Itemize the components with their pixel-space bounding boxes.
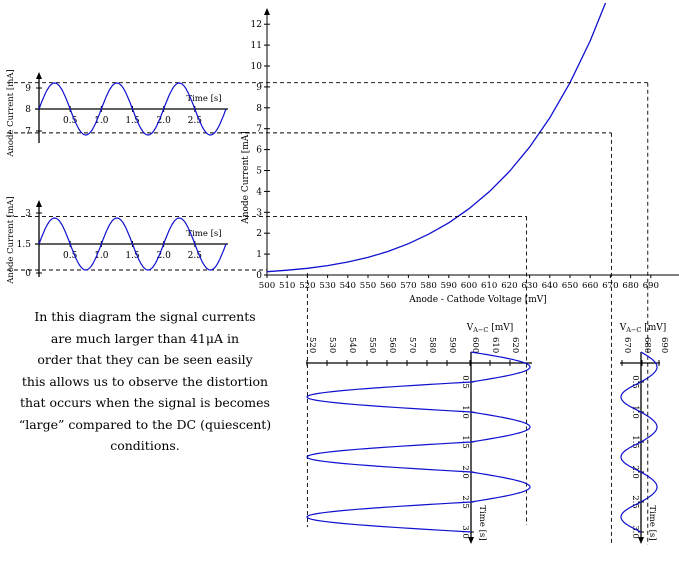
x-tick-label: 600 <box>461 281 477 291</box>
small-current-current-tick-label: 1.5 <box>17 240 32 250</box>
y-tick-label: 6 <box>256 146 262 156</box>
large-voltage-voltage-tick-label: 560 <box>387 337 397 353</box>
large-voltage-time-arrow <box>468 537 474 544</box>
small-voltage-voltage-label: VA−C [mV] <box>619 323 667 334</box>
transfer-curve-line <box>267 3 607 273</box>
x-tick-label: 590 <box>441 281 457 291</box>
large-voltage-voltage-tick-label: 520 <box>307 337 317 353</box>
large-current-time-tick-label: 2.0 <box>157 116 172 126</box>
small-voltage-time-label: Time [s] <box>647 505 657 540</box>
small-voltage-time-tick-label: 1.0 <box>630 405 640 419</box>
large-voltage-voltage-tick-label: 600 <box>470 337 480 353</box>
small-current-time-tick-label: 2.5 <box>188 251 203 261</box>
x-tick-label: 640 <box>542 281 558 291</box>
large-voltage-voltage-tick-label: 590 <box>447 337 457 353</box>
small-voltage-voltage-tick-label: 670 <box>622 337 632 353</box>
x-tick-label: 550 <box>360 281 376 291</box>
small-current-time-label: Time [s] <box>186 229 221 239</box>
large-voltage-voltage-tick-label: 570 <box>407 337 417 353</box>
y-axis-label: Anode Current [mA] <box>241 131 251 225</box>
small-current-waveform <box>38 217 227 271</box>
large-current-time-tick-label: 2.5 <box>188 116 203 126</box>
small-current-current-label: Anode Current [mA] <box>6 196 16 284</box>
small-current-time-tick-label: 0.5 <box>63 251 78 261</box>
small-current-current-tick-label: 0 <box>25 269 31 279</box>
large-voltage-voltage-tick-label: 540 <box>347 337 357 353</box>
small-current-time-tick-label: 1.0 <box>94 251 109 261</box>
small-current-time-tick-label: 1.5 <box>125 251 140 261</box>
large-current-time-label: Time [s] <box>186 94 221 104</box>
large-current-waveform <box>38 82 227 136</box>
caption-line: this allows us to observe the distortion <box>21 373 269 389</box>
x-tick-label: 500 <box>259 281 275 291</box>
large-current-current-tick-label: 9 <box>25 84 31 94</box>
caption-line: are much larger than 41μA in <box>50 330 240 346</box>
x-tick-label: 630 <box>521 281 537 291</box>
x-tick-label: 520 <box>299 281 315 291</box>
large-voltage-waveform <box>306 351 531 533</box>
x-tick-label: 610 <box>481 281 497 291</box>
large-current-current-label: Anode Current [mA] <box>6 69 16 157</box>
y-tick-label: 10 <box>251 62 263 72</box>
x-tick-label: 560 <box>380 281 396 291</box>
small-voltage-voltage-tick-label: 680 <box>642 337 652 353</box>
x-tick-label: 580 <box>420 281 436 291</box>
y-tick-label: 12 <box>251 20 262 30</box>
small-current-time-tick-label: 2.0 <box>157 251 172 261</box>
x-axis-label: Anode - Cathode Voltage [mV] <box>408 295 547 305</box>
small-voltage-time-tick-label: 0.5 <box>630 375 640 389</box>
x-tick-label: 650 <box>562 281 578 291</box>
small-current-current-arrow <box>36 200 42 207</box>
y-tick-label: 8 <box>256 104 262 114</box>
caption: In this diagram the signal currents are … <box>14 306 276 457</box>
x-tick-label: 670 <box>602 281 618 291</box>
small-voltage-time-tick-label: 2.0 <box>630 465 640 479</box>
small-voltage-time-arrow <box>638 537 644 544</box>
large-current-current-tick-label: 8 <box>25 105 31 115</box>
caption-line: In this diagram the signal currents <box>34 309 256 324</box>
large-voltage-voltage-tick-label: 620 <box>510 337 520 353</box>
y-axis-arrow <box>264 8 270 15</box>
x-tick-label: 570 <box>400 281 416 291</box>
large-current-time-tick-label: 0.5 <box>63 116 78 126</box>
y-tick-label: 7 <box>256 125 262 135</box>
y-tick-label: 2 <box>256 229 262 239</box>
y-tick-label: 5 <box>256 167 262 177</box>
large-voltage-voltage-label: VA−C [mV] <box>466 323 514 334</box>
y-tick-label: 11 <box>251 41 262 51</box>
y-tick-label: 0 <box>256 271 262 281</box>
caption-line: that occurs when the signal is becomes <box>20 395 270 410</box>
y-tick-label: 4 <box>256 187 262 197</box>
y-tick-label: 3 <box>256 208 262 218</box>
large-voltage-voltage-tick-label: 580 <box>427 337 437 353</box>
caption-line: “large” compared to the DC (quiescent) <box>18 416 272 432</box>
small-voltage-voltage-tick-label: 690 <box>659 337 669 353</box>
caption-line: order that they can be seen easily <box>37 352 253 367</box>
x-tick-label: 660 <box>582 281 598 291</box>
y-tick-label: 9 <box>256 83 262 93</box>
caption-line: conditions. <box>110 438 180 453</box>
small-current-current-tick-label: 3 <box>25 209 31 219</box>
x-tick-label: 510 <box>279 281 295 291</box>
x-tick-label: 680 <box>622 281 638 291</box>
large-current-time-tick-label: 1.0 <box>94 116 109 126</box>
small-voltage-time-tick-label: 3.0 <box>630 525 640 539</box>
x-tick-label: 690 <box>643 281 659 291</box>
x-tick-label: 620 <box>501 281 517 291</box>
large-current-current-arrow <box>36 72 42 79</box>
small-voltage-waveform <box>620 351 658 533</box>
large-voltage-voltage-tick-label: 610 <box>490 337 500 353</box>
small-voltage-time-tick-label: 1.5 <box>630 435 640 449</box>
small-voltage-time-tick-label: 2.5 <box>630 495 640 509</box>
x-tick-label: 540 <box>340 281 356 291</box>
large-voltage-voltage-tick-label: 550 <box>367 337 377 353</box>
y-tick-label: 1 <box>256 250 262 260</box>
large-voltage-voltage-tick-label: 530 <box>327 337 337 353</box>
large-current-current-tick-label: 7 <box>25 127 31 137</box>
large-current-time-tick-label: 1.5 <box>125 116 140 126</box>
large-voltage-time-label: Time [s] <box>477 505 487 540</box>
x-tick-label: 530 <box>319 281 335 291</box>
